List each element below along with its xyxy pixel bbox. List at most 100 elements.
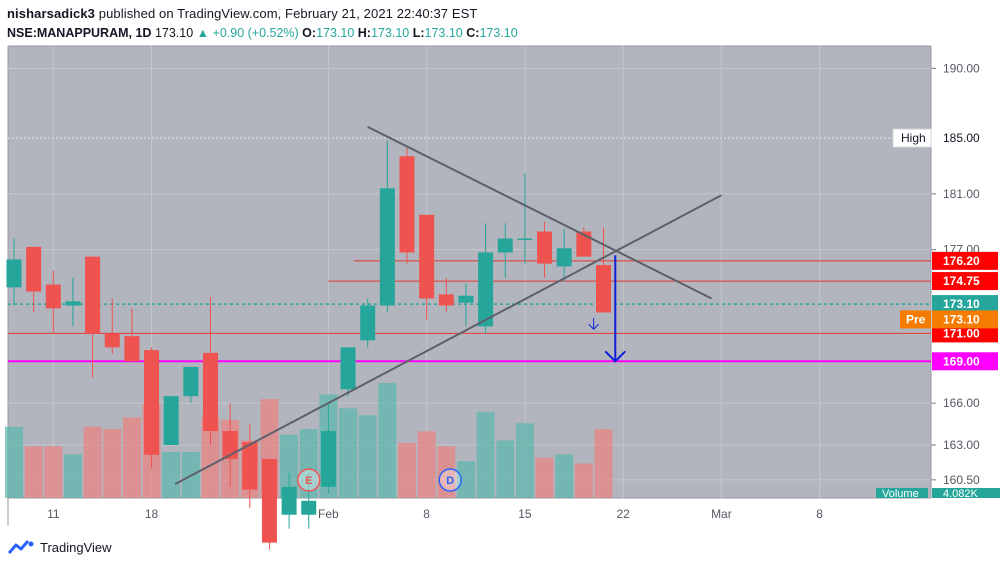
low-label: L: xyxy=(412,26,425,40)
bearish-candle xyxy=(26,246,42,292)
descending-trendline xyxy=(367,126,713,300)
level-price-label-box xyxy=(932,251,998,270)
bearish-candle xyxy=(438,294,454,306)
volume-bar xyxy=(574,463,593,498)
level-price-label: 174.75 xyxy=(943,274,980,288)
ascending-trendline xyxy=(174,194,722,485)
pre-tag-label: Pre xyxy=(906,312,926,326)
bearish-candle xyxy=(419,214,435,299)
bearish-candle xyxy=(261,458,277,543)
symbol-legend: NSE:MANAPPURAM, 1D 173.10 ▲ +0.90 (+0.52… xyxy=(7,26,518,40)
volume-bar xyxy=(358,415,377,498)
last-price-label-box xyxy=(932,295,998,314)
bullish-candle xyxy=(320,431,336,487)
symbol-name[interactable]: NSE:MANAPPURAM, 1D xyxy=(7,26,152,40)
bullish-candle xyxy=(65,301,81,306)
high-tag-label: High xyxy=(901,131,926,145)
open-label: O: xyxy=(302,26,317,40)
bearish-candle xyxy=(537,231,553,264)
time-tick-label: 8 xyxy=(423,507,430,521)
low-value: 173.10 xyxy=(424,26,463,40)
tradingview-logo-icon xyxy=(8,540,34,554)
bearish-candle xyxy=(242,442,258,490)
volume-bar xyxy=(280,434,299,498)
bearish-candle xyxy=(399,156,415,253)
bullish-candle xyxy=(379,188,395,306)
bullish-candle xyxy=(183,366,199,397)
volume-bar xyxy=(162,452,181,498)
brand-name: TradingView xyxy=(40,539,112,555)
volume-bar xyxy=(122,417,141,498)
bearish-candle xyxy=(45,284,61,309)
high-label: H: xyxy=(357,26,371,40)
last-price: 173.10 xyxy=(154,26,194,40)
price-tick-label: 160.50 xyxy=(943,473,980,487)
bullish-candle xyxy=(163,396,179,445)
volume-bar xyxy=(555,454,574,498)
small-arrow-down-icon xyxy=(588,323,600,330)
volume-bar xyxy=(299,429,318,498)
pre-price-label-box xyxy=(932,310,998,329)
plot-area xyxy=(8,46,931,498)
close-label: C: xyxy=(466,26,480,40)
bearish-candle xyxy=(104,333,120,348)
bearish-candle xyxy=(203,352,218,432)
support-price-label-box xyxy=(932,352,998,371)
bullish-candle xyxy=(556,248,572,267)
bullish-candle xyxy=(301,500,317,515)
bullish-candle xyxy=(6,259,22,288)
bullish-candle xyxy=(360,305,376,341)
volume-bar xyxy=(63,454,82,498)
time-tick-label: 22 xyxy=(616,507,630,521)
author-name[interactable]: nisharsadick3 xyxy=(7,6,96,21)
price-tick-label: 190.00 xyxy=(943,61,980,75)
price-tick-label: 181.00 xyxy=(943,187,980,201)
volume-bar xyxy=(417,431,436,498)
volume-bar xyxy=(201,417,220,498)
publish-info: nisharsadick3 published on TradingView.c… xyxy=(7,6,477,21)
bearish-candle xyxy=(124,336,140,362)
level-price-label-box xyxy=(932,324,998,343)
earnings-event-icon xyxy=(297,468,321,492)
volume-bar xyxy=(339,408,358,498)
volume-bar xyxy=(103,429,122,498)
price-change: +0.90 (+0.52%) xyxy=(212,26,299,40)
volume-bar xyxy=(398,442,416,498)
arrow-down-icon xyxy=(604,350,626,363)
volume-bar xyxy=(456,461,475,498)
time-tick-label: 15 xyxy=(518,507,532,521)
price-tick-label: 166.00 xyxy=(943,396,980,410)
volume-bar xyxy=(535,457,554,498)
time-tick-label: Feb xyxy=(318,507,339,521)
bullish-candle xyxy=(458,295,474,303)
volume-bar xyxy=(476,411,495,498)
event-marker-letter: E xyxy=(305,475,312,487)
level-price-label: 176.20 xyxy=(943,254,980,268)
time-tick-label: 18 xyxy=(145,507,159,521)
high-tag-box xyxy=(892,128,932,148)
time-tick-label: Mar xyxy=(711,507,732,521)
tradingview-branding[interactable]: TradingView xyxy=(8,539,112,555)
close-value: 173.10 xyxy=(479,26,518,40)
time-tick-label: 8 xyxy=(816,507,823,521)
volume-label-box xyxy=(876,488,928,498)
support-price-label: 169.00 xyxy=(943,354,980,368)
bullish-candle xyxy=(281,486,297,515)
bearish-candle xyxy=(144,350,160,455)
high-price-box xyxy=(932,129,998,148)
volume-bar xyxy=(594,429,613,498)
bearish-candle xyxy=(596,265,611,313)
bullish-candle xyxy=(517,238,533,241)
last-price-label: 173.10 xyxy=(943,297,980,311)
volume-bar xyxy=(83,426,102,498)
pre-price-label: 173.10 xyxy=(943,312,980,326)
event-marker-letter: D xyxy=(446,475,454,487)
open-value: 173.10 xyxy=(316,26,355,40)
bearish-candle xyxy=(85,256,101,334)
volume-bar xyxy=(5,426,23,498)
level-price-label-box xyxy=(932,272,998,291)
up-triangle-icon: ▲ xyxy=(196,26,210,40)
bullish-candle xyxy=(340,347,356,390)
volume-bar xyxy=(24,446,43,498)
